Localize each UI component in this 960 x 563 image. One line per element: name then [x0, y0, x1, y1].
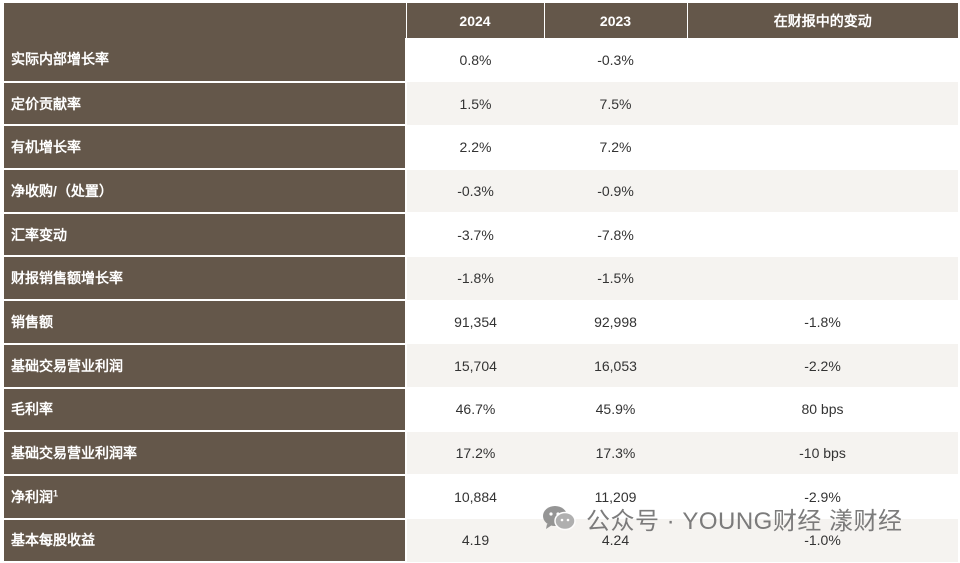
value-2024: 1.5% [406, 81, 544, 126]
row-label-text: 汇率变动 [11, 226, 67, 243]
value-change: -2.2% [687, 343, 958, 388]
value-2023: 16,053 [544, 343, 687, 388]
row-label: 基础交易营业利润率 [4, 431, 407, 476]
value-2024: 2.2% [406, 125, 544, 170]
row-label: 实际内部增长率 [4, 38, 407, 83]
row-label-text: 实际内部增长率 [11, 51, 109, 68]
header-change: 在财报中的变动 [687, 3, 958, 38]
value-2024: -3.7% [406, 212, 544, 257]
header-row: 2024 2023 在财报中的变动 [4, 3, 958, 38]
table-row: 有机增长率 2.2% 7.2% [4, 125, 958, 171]
row-label: 净利润1 [4, 474, 407, 520]
value-2024: 46.7% [406, 387, 544, 432]
value-change: 80 bps [687, 387, 958, 432]
table-row: 毛利率 46.7% 45.9% 80 bps [4, 387, 958, 433]
row-label-text: 基础交易营业利润 [11, 357, 123, 374]
value-2024: 91,354 [406, 300, 544, 345]
value-change [687, 81, 958, 126]
header-2024: 2024 [406, 3, 545, 38]
value-2023: 11,209 [544, 474, 687, 520]
table-row: 汇率变动 -3.7% -7.8% [4, 212, 958, 258]
value-2024: 17.2% [406, 431, 544, 476]
header-blank [4, 3, 407, 38]
row-label-text: 基础交易营业利润率 [11, 445, 137, 462]
value-2023: -1.5% [544, 256, 687, 301]
value-2024: -1.8% [406, 256, 544, 301]
row-label: 销售额 [4, 300, 407, 345]
value-change [687, 125, 958, 170]
watermark: 公众号 · YOUNG财经 漾财经 [542, 500, 903, 536]
value-change [687, 256, 958, 301]
row-label-text: 毛利率 [11, 401, 53, 418]
row-label: 定价贡献率 [4, 81, 407, 127]
value-2023: -0.3% [544, 38, 687, 83]
value-change: -1.8% [687, 300, 958, 345]
value-2024: 0.8% [406, 38, 544, 83]
row-label-text: 销售额 [11, 313, 53, 330]
row-label: 有机增长率 [4, 125, 407, 171]
table-row: 定价贡献率 1.5% 7.5% [4, 81, 958, 127]
value-2024: -0.3% [406, 169, 544, 214]
value-2023: 7.2% [544, 125, 687, 170]
table-row: 销售额 91,354 92,998 -1.8% [4, 300, 958, 345]
table-body: 实际内部增长率 0.8% -0.3% 定价贡献率 1.5% 7.5% 有机增长率 2.2% 7.… [4, 38, 958, 563]
row-label-text: 有机增长率 [11, 139, 81, 156]
row-label-text: 财报销售额增长率 [11, 270, 123, 287]
watermark-text: 公众号 · YOUNG财经 漾财经 [586, 507, 903, 535]
value-2023: -0.9% [544, 169, 687, 214]
value-2023: 7.5% [544, 81, 687, 126]
table-row: 基础交易营业利润 15,704 16,053 -2.2% [4, 343, 958, 389]
row-label: 汇率变动 [4, 212, 407, 258]
row-label: 基本每股收益 [4, 518, 407, 563]
table-header: 2024 2023 在财报中的变动 [4, 3, 958, 38]
row-label-text: 定价贡献率 [11, 95, 81, 112]
value-change: -2.9% [687, 474, 958, 520]
row-label-text: 基本每股收益 [11, 532, 95, 549]
row-label: 基础交易营业利润 [4, 343, 407, 389]
table-row: 净利润1 10,884 11,209 -2.9% [4, 474, 958, 520]
value-change [687, 169, 958, 214]
row-label-text: 净收购/（处置） [11, 182, 113, 199]
wechat-icon [542, 505, 576, 531]
row-label: 净收购/（处置） [4, 169, 407, 214]
value-2023: 92,998 [544, 300, 687, 345]
table-row: 实际内部增长率 0.8% -0.3% [4, 38, 958, 83]
value-2024: 4.19 [406, 518, 544, 563]
value-change: -10 bps [687, 431, 958, 476]
footnote-marker: 1 [53, 488, 59, 499]
row-label: 毛利率 [4, 387, 407, 433]
value-change [687, 38, 958, 83]
value-2023: 45.9% [544, 387, 687, 432]
value-2023: 17.3% [544, 431, 687, 476]
header-2023: 2023 [544, 3, 688, 38]
table-row: 基础交易营业利润率 17.2% 17.3% -10 bps [4, 431, 958, 476]
value-2024: 15,704 [406, 343, 544, 388]
row-label: 财报销售额增长率 [4, 256, 407, 302]
financial-summary-table: 2024 2023 在财报中的变动 实际内部增长率 0.8% -0.3% 定价贡献率 1… [4, 3, 958, 563]
value-2023: -7.8% [544, 212, 687, 257]
row-label-text: 净利润 [11, 488, 53, 505]
table-row: 财报销售额增长率 -1.8% -1.5% [4, 256, 958, 302]
value-change [687, 212, 958, 257]
value-2024: 10,884 [406, 474, 544, 520]
table-row: 净收购/（处置） -0.3% -0.9% [4, 169, 958, 214]
